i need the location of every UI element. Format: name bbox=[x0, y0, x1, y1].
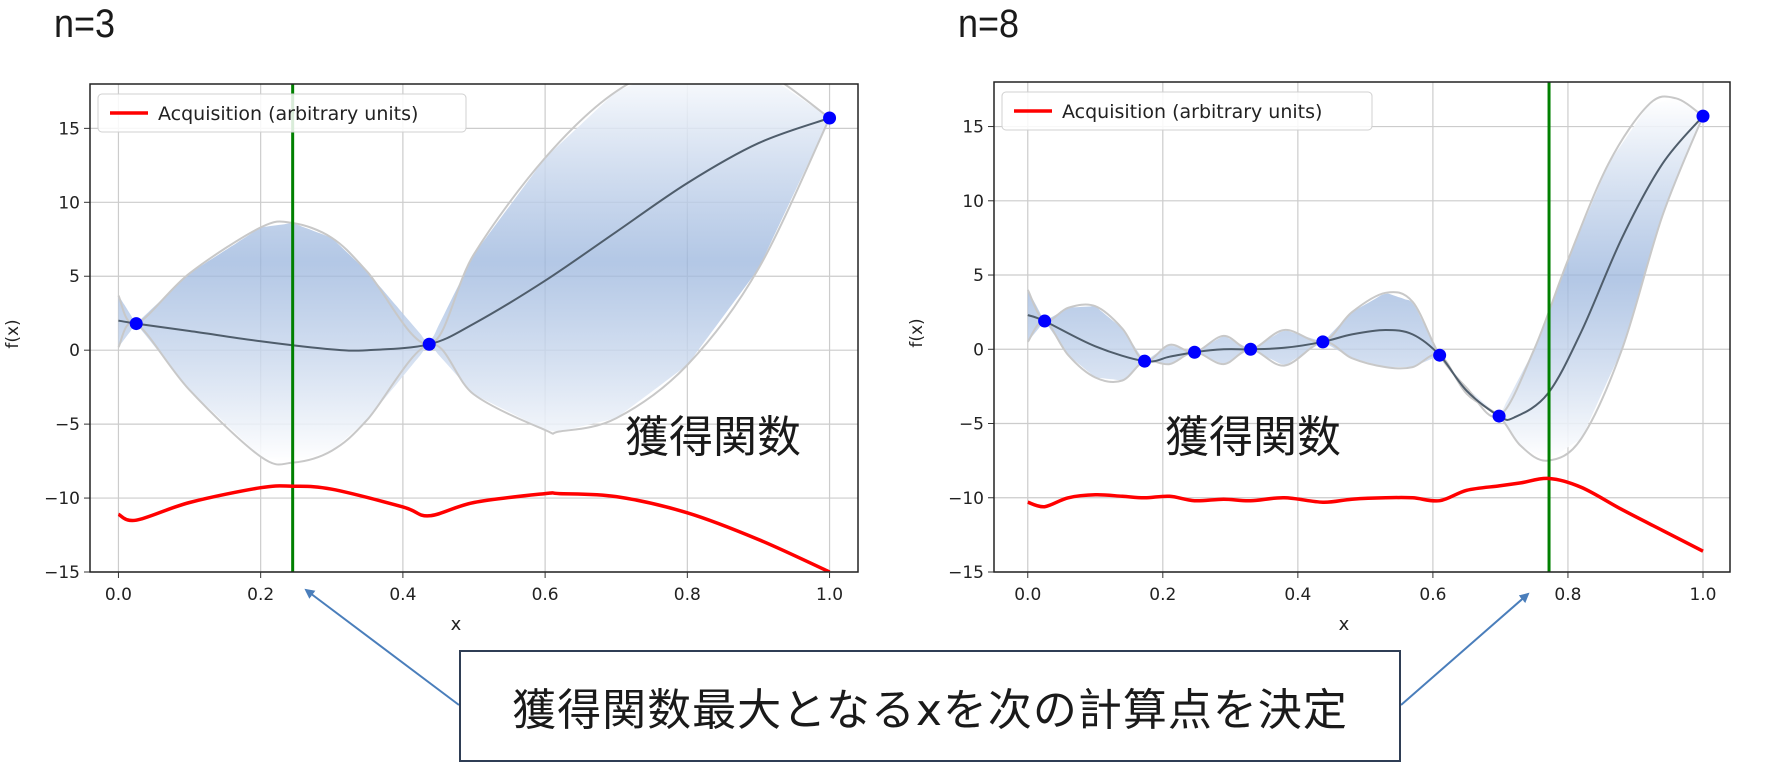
observation-point bbox=[129, 317, 143, 331]
callout-text: 獲得関数最大となるxを次の計算点を決定 bbox=[512, 685, 1348, 736]
observation-point bbox=[1492, 409, 1506, 423]
y-tick-label: 10 bbox=[58, 193, 80, 213]
callout-arrow-right bbox=[1400, 592, 1530, 706]
legend: Acquisition (arbitrary units) bbox=[97, 93, 467, 133]
observation-point bbox=[1244, 342, 1258, 356]
x-tick-label: 0.0 bbox=[1014, 585, 1041, 605]
lower-bound-line bbox=[117, 117, 831, 466]
observation-point bbox=[823, 111, 837, 125]
legend-box bbox=[97, 93, 467, 133]
y-axis-label: f(x) bbox=[907, 318, 927, 347]
acquisition-annotation: 獲得関数 bbox=[1165, 412, 1341, 463]
observation-point bbox=[422, 337, 436, 351]
x-tick-label: 0.6 bbox=[1419, 585, 1446, 605]
y-tick-label: 10 bbox=[962, 192, 984, 212]
upper-bound-line bbox=[1026, 95, 1704, 419]
chart-n3: 0.0 0.2 0.4 0.6 0.8 1.0 15 10 5 0 −5 −10 −15 Acquisit… bbox=[3, 83, 859, 635]
x-axis-label: x bbox=[451, 614, 462, 635]
x-tick-label: 0.2 bbox=[247, 585, 274, 605]
y-tick-label: 15 bbox=[962, 118, 984, 138]
y-tick-label: −15 bbox=[44, 563, 80, 583]
legend: Acquisition (arbitrary units) bbox=[1001, 91, 1373, 131]
observation-point bbox=[1433, 348, 1447, 362]
x-tick-label: 0.4 bbox=[1284, 585, 1311, 605]
observation-point bbox=[1188, 345, 1202, 359]
observation-point bbox=[1316, 335, 1330, 349]
panel-title-n8: n=8 bbox=[958, 2, 1020, 46]
panel-title-n3: n=3 bbox=[54, 2, 116, 46]
acquisition-annotation: 獲得関数 bbox=[625, 412, 801, 463]
callout-arrow-left bbox=[304, 588, 460, 706]
y-tick-label: 0 bbox=[973, 340, 984, 360]
legend-box bbox=[1001, 91, 1373, 131]
callout-box: 獲得関数最大となるxを次の計算点を決定 bbox=[459, 650, 1401, 762]
observation-point bbox=[1696, 109, 1710, 123]
acquisition-line bbox=[1027, 476, 1704, 553]
y-tick-label: 5 bbox=[973, 266, 984, 286]
lower-bound-line bbox=[1026, 115, 1704, 462]
x-tick-label: 1.0 bbox=[1689, 585, 1716, 605]
y-tick-label: 5 bbox=[69, 267, 80, 287]
mean-line bbox=[1027, 115, 1704, 421]
x-tick-label: 0.8 bbox=[674, 585, 701, 605]
chart-n8: 0.0 0.2 0.4 0.6 0.8 1.0 15 10 5 0 −5 −10 −15 Acquisit… bbox=[907, 81, 1731, 635]
x-axis-label: x bbox=[1339, 614, 1350, 635]
observation-point bbox=[1038, 314, 1052, 328]
y-tick-label: −10 bbox=[948, 489, 984, 509]
y-tick-label: −10 bbox=[44, 489, 80, 509]
plot-area bbox=[117, 84, 831, 572]
legend-label: Acquisition (arbitrary units) bbox=[1062, 101, 1322, 123]
y-tick-label: 0 bbox=[69, 341, 80, 361]
plot-area bbox=[1026, 82, 1704, 572]
y-tick-label: −15 bbox=[948, 563, 984, 583]
axes-frame bbox=[89, 83, 859, 573]
x-tick-label: 0.8 bbox=[1554, 585, 1581, 605]
x-tick-label: 0.2 bbox=[1149, 585, 1176, 605]
x-tick-label: 0.4 bbox=[389, 585, 416, 605]
uncertainty-band bbox=[1027, 98, 1703, 460]
y-tick-label: −5 bbox=[55, 415, 80, 435]
observation-point bbox=[1138, 354, 1152, 368]
x-tick-label: 0.0 bbox=[105, 585, 132, 605]
y-axis-label: f(x) bbox=[3, 319, 23, 348]
uncertainty-band bbox=[118, 84, 830, 463]
axes-frame bbox=[993, 81, 1731, 573]
legend-label: Acquisition (arbitrary units) bbox=[158, 103, 418, 125]
acquisition-line bbox=[117, 484, 831, 572]
x-tick-label: 1.0 bbox=[816, 585, 843, 605]
x-tick-label: 0.6 bbox=[532, 585, 559, 605]
y-tick-label: −5 bbox=[959, 415, 984, 435]
mean-line bbox=[118, 117, 830, 352]
y-tick-label: 15 bbox=[58, 119, 80, 139]
